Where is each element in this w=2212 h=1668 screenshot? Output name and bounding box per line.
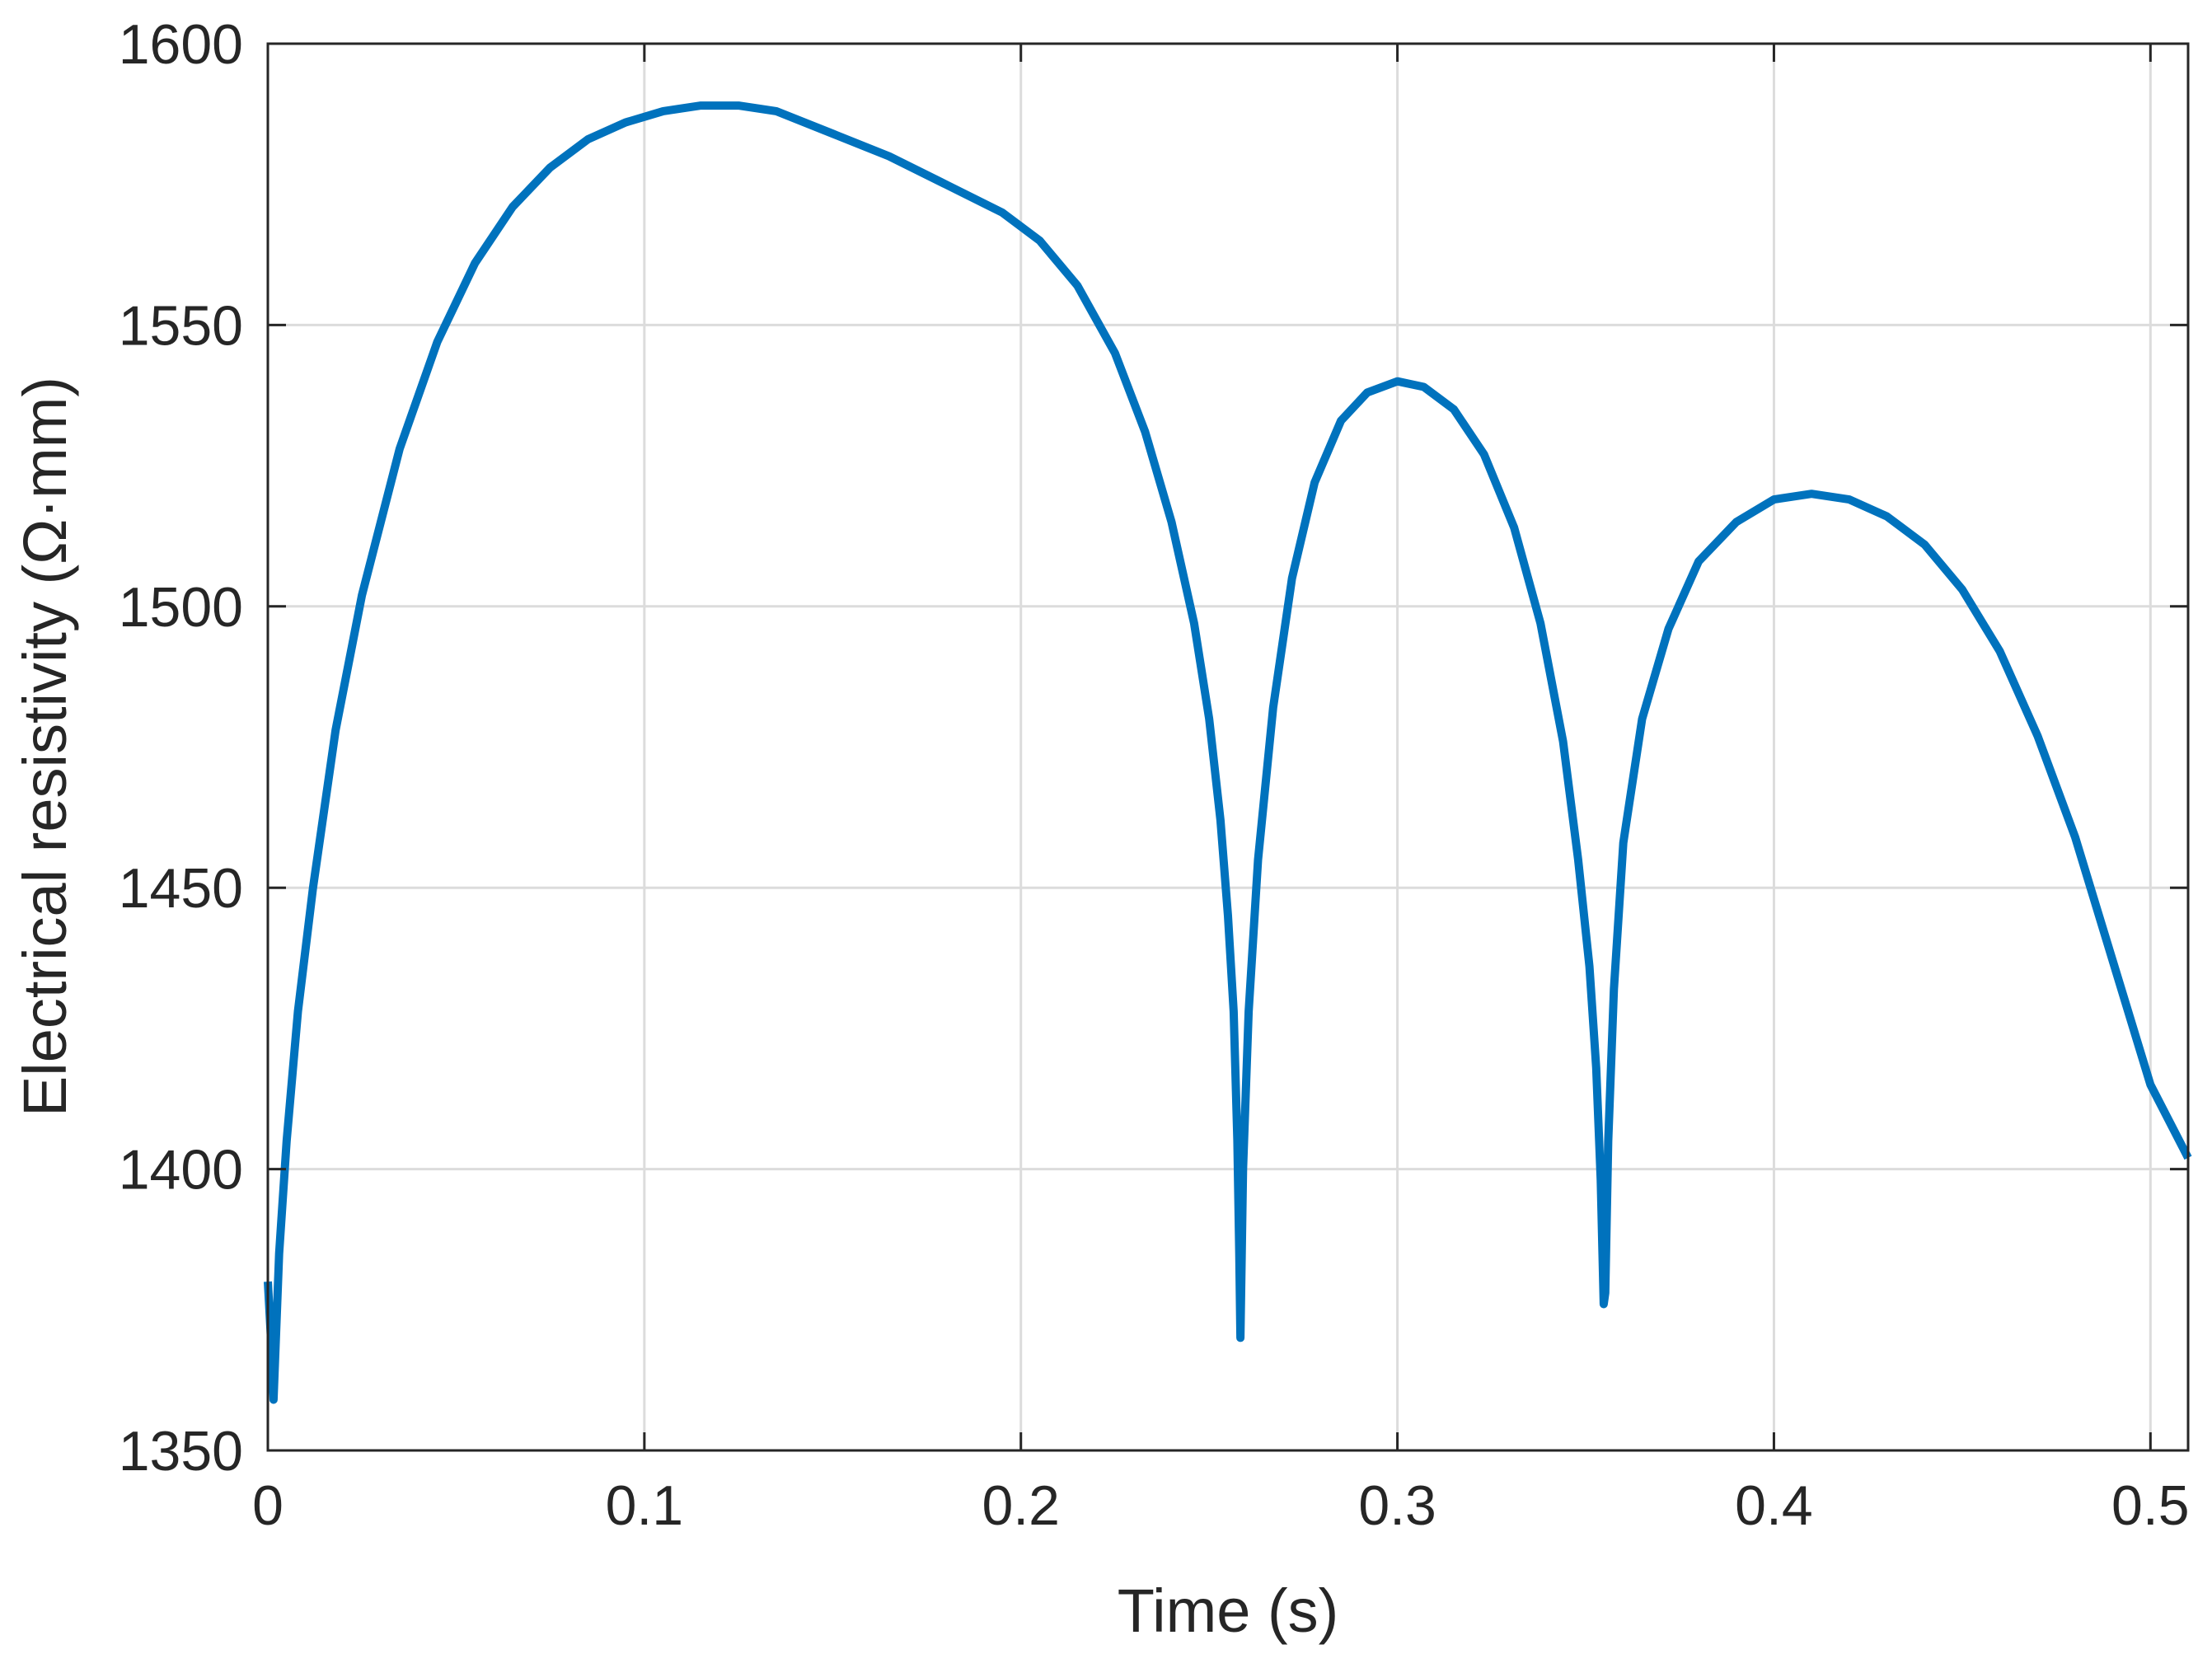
- y-tick-label: 1550: [119, 294, 243, 357]
- y-tick-label: 1450: [119, 857, 243, 920]
- x-tick-label: 0.2: [982, 1474, 1060, 1537]
- x-tick-labels: 0 0.1 0.2 0.3 0.4 0.5: [252, 1474, 2189, 1537]
- y-tick-label: 1350: [119, 1420, 243, 1483]
- x-tick-label: 0.1: [606, 1474, 684, 1537]
- y-tick-labels: 1350 1400 1450 1500 1550 1600: [119, 13, 243, 1483]
- y-tick-label: 1400: [119, 1139, 243, 1202]
- x-axis-label: Time (s): [1118, 1577, 1339, 1645]
- y-tick-label: 1600: [119, 13, 243, 76]
- x-tick-label: 0.4: [1735, 1474, 1813, 1537]
- x-tick-label: 0.5: [2111, 1474, 2190, 1537]
- x-tick-label: 0.3: [1358, 1474, 1436, 1537]
- y-tick-label: 1500: [119, 576, 243, 639]
- x-tick-label: 0: [252, 1474, 284, 1537]
- series-layer: [264, 101, 2192, 1404]
- y-axis-label: Electrical resistivity (Ω·mm): [11, 377, 79, 1117]
- series-line: [264, 101, 2192, 1404]
- tick-marks: [266, 42, 2188, 1452]
- plot-frame: [266, 42, 2190, 1452]
- plot-area: [268, 44, 2188, 1450]
